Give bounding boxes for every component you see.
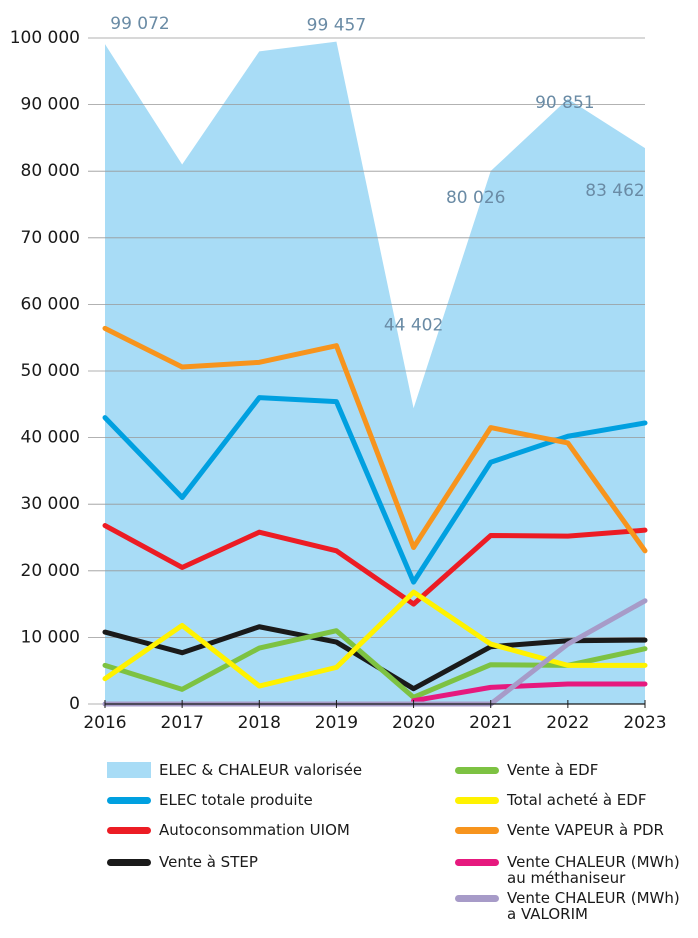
legend-item: Vente VAPEUR à PDR	[455, 822, 664, 838]
legend-label: Vente à EDF	[507, 761, 599, 779]
legend-item: Vente à STEP	[107, 854, 258, 870]
y-tick-label: 100 000	[10, 28, 80, 48]
legend-label: Vente à STEP	[159, 853, 258, 871]
legend-item: Autoconsommation UIOM	[107, 822, 350, 838]
x-tick-label: 2023	[623, 713, 666, 733]
line	[102, 589, 648, 689]
value-label: 44 402	[384, 315, 443, 335]
line	[102, 628, 648, 700]
line	[102, 325, 648, 554]
legend-item: Vente à EDF	[455, 762, 598, 778]
y-tick-label: 30 000	[21, 494, 80, 514]
x-tick-label: 2018	[238, 713, 281, 733]
chart: 0 10 000 20 000 30 000 40 000 50 000 60 000 70 …	[10, 14, 667, 733]
y-tick-label: 10 000	[21, 627, 80, 647]
value-label: 80 026	[446, 188, 505, 208]
legend-label: Autoconsommation UIOM	[159, 821, 350, 839]
line	[102, 523, 648, 607]
x-tick-label: 2016	[83, 713, 126, 733]
legend-label: Vente CHALEUR (MWh) a VALORIM	[507, 889, 680, 923]
legend-swatch	[107, 827, 151, 834]
x-tick-label: 2020	[392, 713, 435, 733]
y-tick-label: 90 000	[21, 95, 80, 115]
legend-label: ELEC & CHALEUR valorisée	[159, 761, 363, 779]
value-label: 90 851	[535, 93, 594, 113]
legend-label: Vente VAPEUR à PDR	[507, 821, 664, 839]
x-tick-label: 2022	[546, 713, 589, 733]
y-tick-label: 80 000	[21, 161, 80, 181]
legend-label: Total acheté à EDF	[507, 791, 647, 809]
legend-swatch	[107, 859, 151, 866]
x-tick-label: 2017	[161, 713, 204, 733]
value-label: 99 072	[110, 14, 169, 34]
legend-item: Vente CHALEUR (MWh) a VALORIM	[455, 890, 680, 922]
y-tick-label: 40 000	[21, 428, 80, 448]
legend-item: ELEC totale produite	[107, 792, 313, 808]
legend-swatch	[455, 895, 499, 902]
legend-label: ELEC totale produite	[159, 791, 313, 809]
legend-swatch	[455, 797, 499, 804]
y-tick-label: 60 000	[21, 294, 80, 314]
legend-swatch	[455, 859, 499, 866]
plot	[105, 41, 645, 704]
y-tick-label: 20 000	[21, 561, 80, 581]
value-label: 99 457	[307, 16, 366, 36]
value-label: 83 462	[585, 181, 644, 201]
y-tick-label: 70 000	[21, 228, 80, 248]
legend-item: Vente CHALEUR (MWh) au méthaniseur	[455, 854, 680, 886]
area	[105, 41, 645, 704]
x-tick-label: 2019	[315, 713, 358, 733]
y-tick-label: 0	[69, 694, 80, 714]
legend-swatch	[107, 797, 151, 804]
line	[411, 681, 648, 704]
legend-swatch	[455, 827, 499, 834]
legend-swatch	[455, 767, 499, 774]
y-tick-label: 50 000	[21, 361, 80, 381]
legend-swatch	[107, 762, 151, 778]
legend-label: Vente CHALEUR (MWh) au méthaniseur	[507, 853, 680, 887]
legend-item: Total acheté à EDF	[455, 792, 646, 808]
x-tick-label: 2021	[469, 713, 512, 733]
legend-item: ELEC & CHALEUR valorisée	[107, 762, 362, 778]
